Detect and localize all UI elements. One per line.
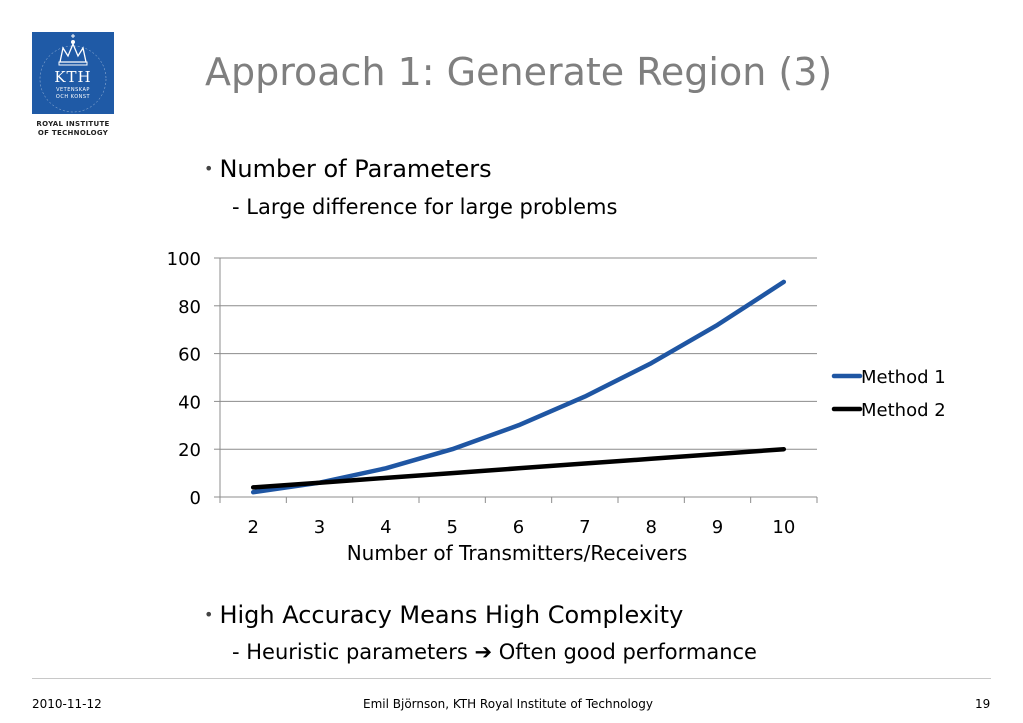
sub-bullet-suffix: Often good performance [498,640,757,664]
bullet-dot-icon: • [204,159,214,178]
series-line-method-1 [250,279,787,495]
kth-crest: KTH VETENSKAP OCH KONST [32,32,114,114]
chart-gridlines [220,257,817,450]
logo-caption-line1: ROYAL INSTITUTE [36,120,110,128]
sub-bullet-prefix: - Heuristic parameters [232,640,468,664]
x-tick-label: 10 [772,517,795,538]
bullet-number-of-parameters: • Number of Parameters [204,155,492,183]
footer-date: 2010-11-12 [32,697,102,711]
logo-motto-line1: VETENSKAP [56,87,90,93]
footer-author: Emil Björnson, KTH Royal Institute of Te… [363,697,653,711]
footer-divider [32,678,991,679]
right-arrow-icon: ➔ [474,640,493,664]
sub-bullet-heuristic-parameters: - Heuristic parameters ➔ Often good perf… [232,640,757,664]
chart-axes: 0 20 40 60 80 100 2 3 4 5 6 7 8 9 10 [167,249,818,538]
y-tick-label: 40 [178,392,201,413]
x-tick-label: 6 [513,517,524,538]
legend-label: Method 1 [861,367,946,388]
x-tick-label: 2 [247,517,258,538]
x-tick-label: 9 [712,517,723,538]
x-tick-label: 7 [579,517,590,538]
bullet-text: High Accuracy Means High Complexity [219,601,684,629]
x-tick-label: 3 [314,517,325,538]
chart-legend: Method 1 Method 2 [831,367,946,421]
y-tick-label: 100 [167,249,201,270]
bullet-high-accuracy: • High Accuracy Means High Complexity [204,601,683,629]
bullet-text: Number of Parameters [219,155,492,183]
y-tick-label: 80 [178,297,201,318]
bullet-dot-icon: • [204,605,214,624]
x-axis-title: Number of Transmitters/Receivers [347,541,688,565]
footer-page-number: 19 [975,697,991,711]
chart-series [250,279,787,495]
x-tick-label: 4 [380,517,391,538]
slide-title: Approach 1: Generate Region (3) [205,50,833,94]
x-tick-label: 5 [446,517,457,538]
y-tick-label: 60 [178,345,201,366]
logo-caption-line2: OF TECHNOLOGY [37,129,109,137]
x-tick-label: 8 [645,517,656,538]
y-tick-label: 0 [190,488,201,509]
kth-logo: KTH VETENSKAP OCH KONST ROYAL INSTITUTE … [32,32,114,138]
logo-motto-line2: OCH KONST [55,94,91,100]
logo-caption: ROYAL INSTITUTE OF TECHNOLOGY [32,120,114,138]
legend-label: Method 2 [861,400,946,421]
y-tick-label: 20 [178,440,201,461]
series-line-method-2 [250,446,787,490]
logo-name: KTH [54,68,92,86]
crown-icon [39,34,107,113]
sub-bullet-large-difference: - Large difference for large problems [232,195,618,219]
